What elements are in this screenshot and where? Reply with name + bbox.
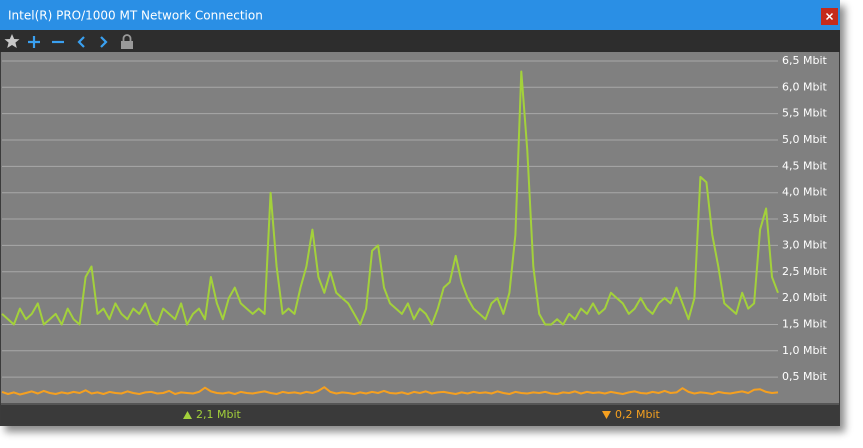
status-bar <box>1 405 839 424</box>
y-tick-label: 3,0 Mbit <box>782 238 828 251</box>
series-line <box>1 386 779 396</box>
lock-shackle[interactable] <box>122 34 132 41</box>
y-tick-label: 5,5 Mbit <box>782 107 828 120</box>
back-button[interactable] <box>77 36 85 48</box>
download-rate: 0,2 Mbit <box>615 408 661 421</box>
y-tick-label: 4,5 Mbit <box>782 159 828 172</box>
lock-body[interactable] <box>121 41 133 49</box>
y-tick-label: 2,5 Mbit <box>782 265 828 278</box>
toolbar <box>0 30 840 52</box>
favorite-button[interactable] <box>4 34 20 48</box>
close-button[interactable] <box>821 8 838 25</box>
close-icon[interactable] <box>825 12 834 21</box>
y-tick-label: 4,0 Mbit <box>782 186 828 199</box>
upload-rate: 2,1 Mbit <box>196 408 242 421</box>
upload-icon <box>183 411 192 419</box>
y-tick-label: 1,5 Mbit <box>782 317 828 330</box>
y-tick-label: 6,5 Mbit <box>782 54 828 67</box>
y-tick-label: 1,0 Mbit <box>782 344 828 357</box>
download-icon <box>602 411 611 419</box>
y-tick-label: 0,5 Mbit <box>782 370 828 383</box>
y-tick-label: 3,5 Mbit <box>782 212 828 225</box>
window-title: Intel(R) PRO/1000 MT Network Connection <box>8 9 263 23</box>
forward-button[interactable] <box>100 36 108 48</box>
lock-button[interactable] <box>121 34 133 49</box>
zoom-in-button[interactable] <box>28 36 40 48</box>
series-line <box>1 70 779 326</box>
title-bar <box>0 0 840 30</box>
chart-border <box>1 403 839 405</box>
y-tick-label: 2,0 Mbit <box>782 291 828 304</box>
chart-area <box>1 52 839 403</box>
y-tick-label: 6,0 Mbit <box>782 80 828 93</box>
y-tick-label: 5,0 Mbit <box>782 133 828 146</box>
